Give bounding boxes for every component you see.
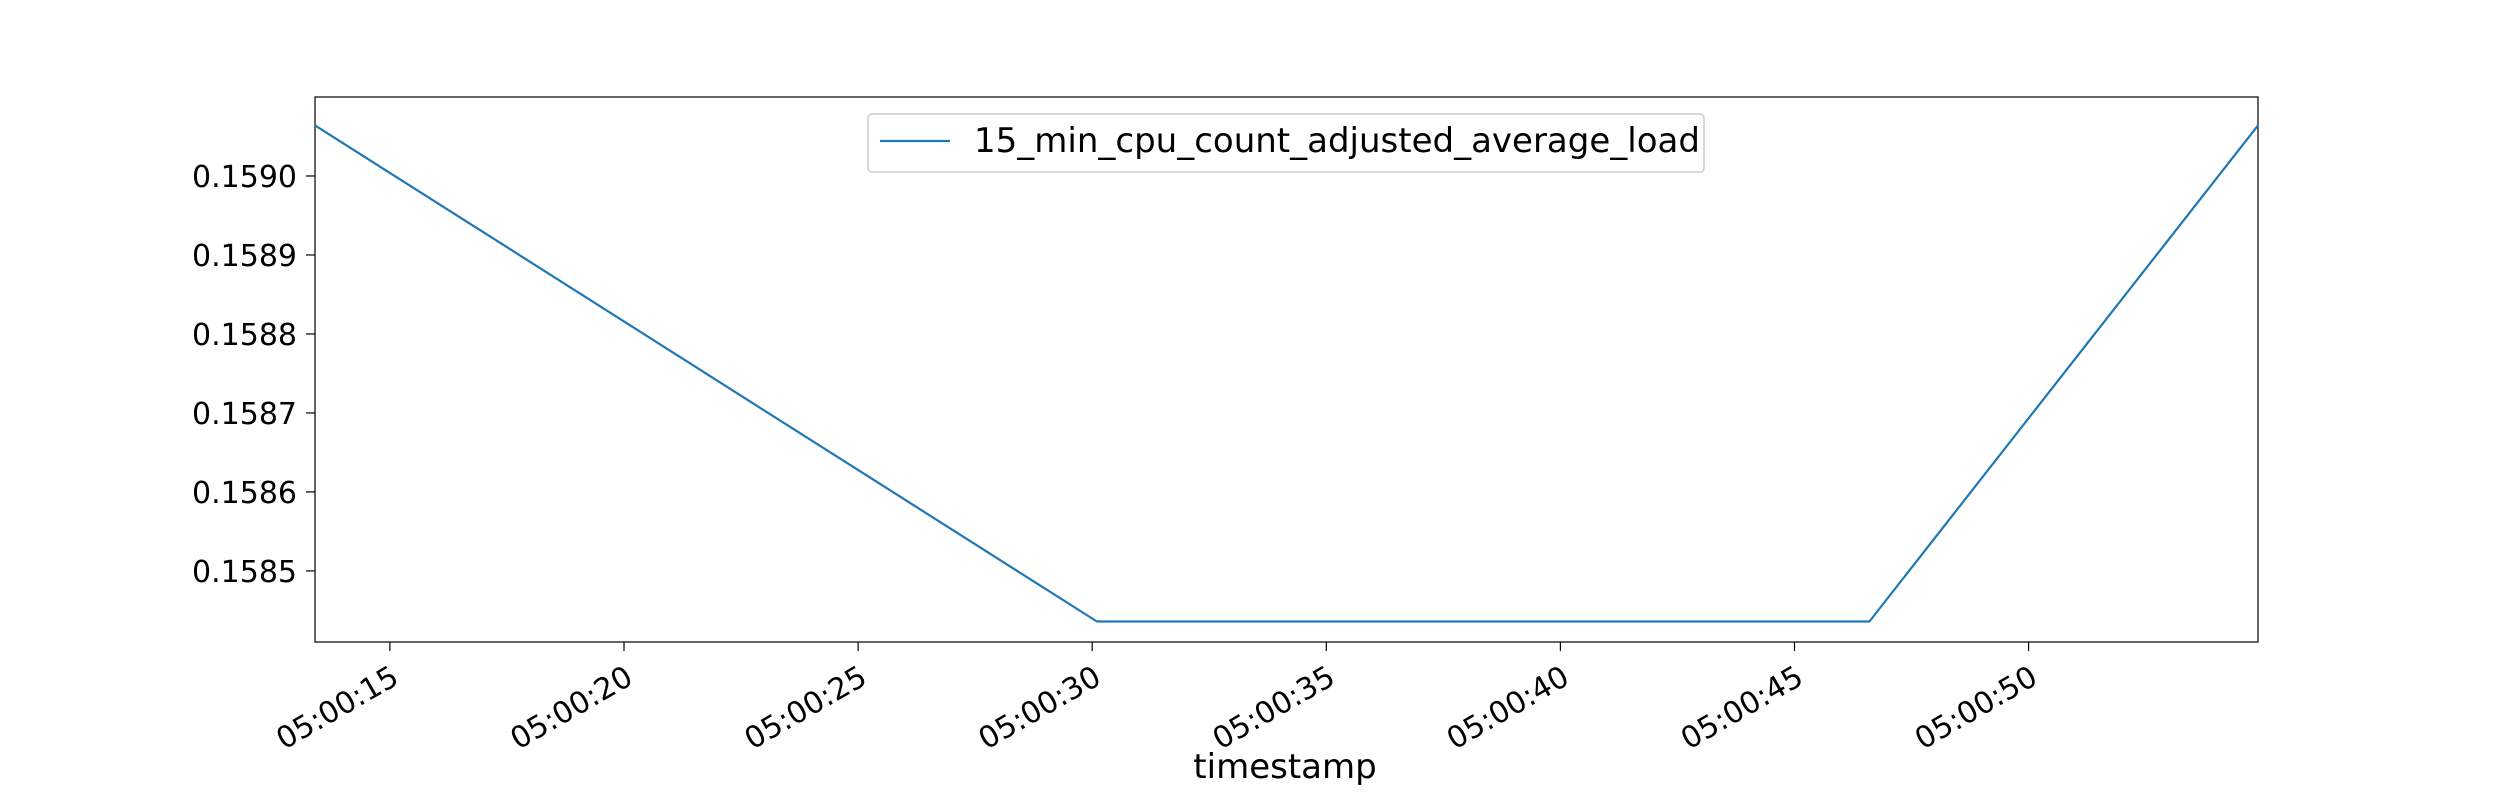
- x-tick-label: 05:00:30: [973, 659, 1107, 757]
- legend-label: 15_min_cpu_count_adjusted_average_load: [974, 121, 1700, 161]
- x-tick-label: 05:00:15: [271, 659, 405, 757]
- y-tick-label: 0.1589: [192, 239, 297, 274]
- x-tick-label: 05:00:50: [1909, 659, 2043, 757]
- y-tick-label: 0.1586: [192, 476, 297, 511]
- y-tick-label: 0.1590: [192, 160, 297, 195]
- x-axis-label: timestamp: [1193, 747, 1376, 787]
- y-tick-label: 0.1585: [192, 555, 297, 590]
- y-tick-label: 0.1587: [192, 397, 297, 432]
- x-axis: 05:00:15 05:00:20 05:00:25 05:00:30 05:00:35…: [271, 642, 2043, 757]
- x-tick-label: 05:00:40: [1441, 659, 1575, 757]
- x-tick-label: 05:00:35: [1207, 659, 1341, 757]
- series-layer: [314, 124, 2259, 623]
- series-line: [314, 124, 2259, 623]
- legend-box: [867, 113, 1705, 173]
- legend: 15_min_cpu_count_adjusted_average_load: [867, 113, 1705, 173]
- y-axis: 0.1585 0.1586 0.1587 0.1588 0.1589 0.1590: [192, 160, 315, 590]
- plot-frame: [314, 96, 2259, 643]
- x-tick-label: 05:00:45: [1675, 659, 1809, 757]
- x-tick-label: 05:00:25: [739, 659, 873, 757]
- y-tick-label: 0.1588: [192, 318, 297, 353]
- x-tick-label: 05:00:20: [505, 659, 639, 757]
